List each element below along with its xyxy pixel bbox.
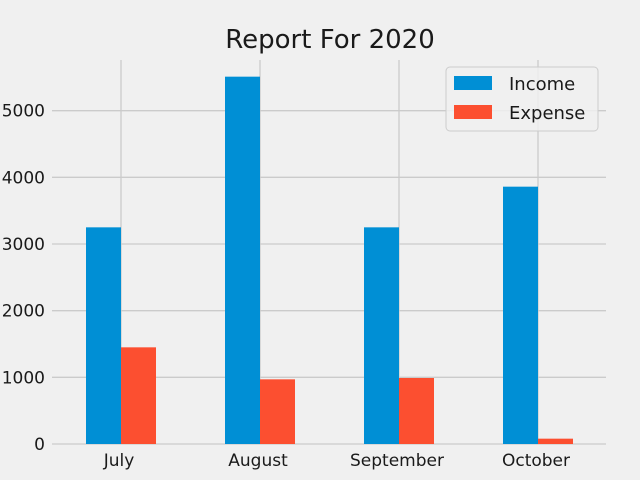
x-tick-label: July bbox=[103, 451, 135, 471]
bar-income-september bbox=[364, 227, 399, 444]
y-axis-ticks: 0 1000 2000 3000 4000 5000 bbox=[2, 102, 45, 455]
y-tick-label: 4000 bbox=[2, 168, 45, 188]
y-tick-label: 1000 bbox=[2, 368, 45, 388]
legend-label-expense: Expense bbox=[509, 103, 585, 124]
chart-title: Report For 2020 bbox=[225, 25, 435, 55]
y-tick-label: 3000 bbox=[2, 235, 45, 255]
bars-group bbox=[86, 76, 573, 445]
x-tick-label: September bbox=[350, 451, 444, 471]
legend-label-income: Income bbox=[509, 74, 575, 95]
legend-swatch-income bbox=[454, 76, 492, 90]
y-tick-label: 0 bbox=[34, 435, 45, 455]
y-tick-label: 2000 bbox=[2, 302, 45, 322]
x-tick-label: August bbox=[228, 451, 288, 471]
x-axis-ticks: July August September October bbox=[103, 451, 570, 471]
bar-expense-october bbox=[538, 438, 573, 444]
bar-income-august bbox=[225, 76, 260, 445]
bar-income-july bbox=[86, 227, 121, 444]
bar-expense-july bbox=[121, 347, 156, 444]
x-tick-label: October bbox=[502, 451, 570, 471]
legend-swatch-expense bbox=[454, 105, 492, 119]
y-tick-label: 5000 bbox=[2, 102, 45, 122]
legend: Income Expense bbox=[445, 66, 599, 132]
bar-income-october bbox=[503, 186, 538, 444]
bar-expense-september bbox=[399, 378, 434, 444]
bar-expense-august bbox=[260, 379, 295, 444]
